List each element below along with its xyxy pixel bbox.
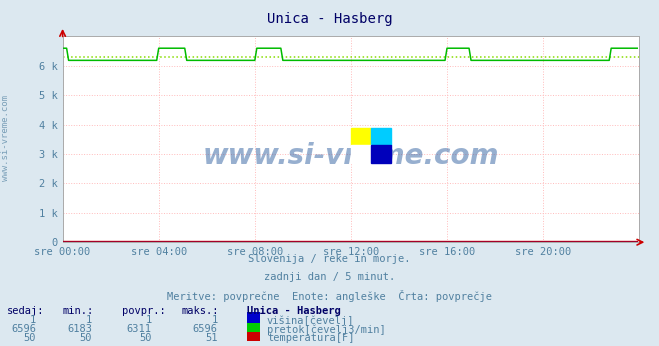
Text: www.si-vreme.com: www.si-vreme.com [1,95,10,181]
Text: 50: 50 [80,333,92,343]
Text: 6183: 6183 [67,324,92,334]
Text: Meritve: povprečne  Enote: angleške  Črta: povprečje: Meritve: povprečne Enote: angleške Črta:… [167,290,492,302]
Text: 1: 1 [30,315,36,325]
Text: 6311: 6311 [127,324,152,334]
Text: 6596: 6596 [192,324,217,334]
Text: 50: 50 [24,333,36,343]
Bar [351,127,371,145]
Text: Unica - Hasberg: Unica - Hasberg [267,12,392,26]
Text: 1: 1 [146,315,152,325]
Text: www.si-vreme.com: www.si-vreme.com [203,142,499,170]
Text: zadnji dan / 5 minut.: zadnji dan / 5 minut. [264,272,395,282]
Text: 6596: 6596 [11,324,36,334]
Text: 1: 1 [212,315,217,325]
Text: 51: 51 [205,333,217,343]
Bar [371,127,391,145]
Text: maks.:: maks.: [181,306,219,316]
Text: Unica - Hasberg: Unica - Hasberg [247,306,341,316]
Bar [371,145,391,163]
Text: pretok[čevelj3/min]: pretok[čevelj3/min] [267,324,386,335]
Text: min.:: min.: [63,306,94,316]
Text: Slovenija / reke in morje.: Slovenija / reke in morje. [248,254,411,264]
Text: 50: 50 [139,333,152,343]
Text: višina[čevelj]: višina[čevelj] [267,315,355,326]
Bar [351,145,371,163]
Text: temperatura[F]: temperatura[F] [267,333,355,343]
Text: 1: 1 [86,315,92,325]
Text: povpr.:: povpr.: [122,306,165,316]
Text: sedaj:: sedaj: [7,306,44,316]
